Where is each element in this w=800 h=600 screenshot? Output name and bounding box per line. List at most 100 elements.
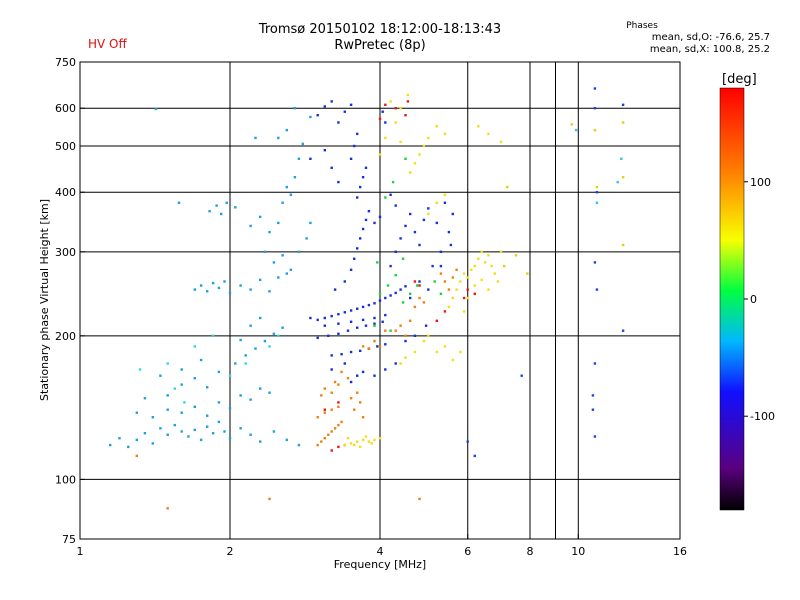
data-point (259, 278, 262, 282)
data-point (462, 272, 466, 275)
data-point (206, 386, 209, 389)
data-point (364, 218, 368, 222)
data-point (323, 149, 326, 152)
data-point (409, 292, 412, 295)
data-point (206, 414, 209, 417)
data-point (217, 370, 221, 374)
data-point (473, 292, 476, 295)
data-point (249, 433, 252, 436)
data-point (435, 125, 438, 128)
data-point (249, 288, 252, 291)
data-point (490, 264, 493, 268)
data-point (263, 339, 267, 343)
data-point (443, 280, 447, 283)
data-point (349, 309, 353, 312)
data-point (373, 374, 376, 377)
data-point (359, 445, 362, 449)
data-point (593, 261, 597, 264)
data-point (118, 437, 121, 440)
data-point (268, 497, 271, 501)
data-point (259, 215, 262, 219)
data-point (477, 257, 480, 260)
data-point (166, 408, 169, 411)
data-point (427, 212, 430, 216)
data-point (373, 324, 376, 327)
data-point (404, 339, 407, 343)
data-point (277, 136, 280, 140)
data-point (297, 443, 301, 447)
data-point (159, 374, 162, 377)
data-point (223, 430, 226, 433)
data-point (337, 332, 340, 335)
data-point (447, 230, 451, 234)
data-point (333, 427, 337, 430)
data-point (466, 288, 469, 291)
data-point (343, 280, 346, 283)
data-point (293, 176, 297, 179)
grid-lines (80, 62, 680, 539)
data-point (244, 362, 247, 365)
data-point (309, 115, 312, 119)
data-point (404, 285, 407, 288)
data-point (173, 387, 176, 390)
data-point (356, 196, 359, 199)
data-point (316, 318, 319, 322)
data-point (473, 454, 476, 458)
data-point (285, 272, 288, 275)
data-point (361, 227, 365, 231)
data-point (180, 368, 183, 371)
data-point (217, 401, 221, 404)
data-point (323, 437, 326, 440)
data-point (346, 437, 350, 440)
data-point (135, 411, 138, 414)
data-point (404, 334, 407, 337)
data-point (373, 221, 376, 225)
data-point (346, 329, 350, 332)
data-point (621, 103, 625, 106)
data-point (337, 322, 340, 325)
data-point (418, 296, 421, 300)
data-point (422, 218, 426, 222)
data-point (621, 329, 625, 332)
data-point (349, 268, 353, 271)
data-point (435, 201, 438, 204)
data-point (462, 310, 466, 313)
data-point (447, 288, 451, 291)
data-point (316, 416, 319, 419)
data-point (409, 296, 412, 300)
data-point (159, 427, 162, 430)
data-point (378, 215, 382, 219)
data-point (593, 362, 597, 365)
data-point (330, 354, 333, 357)
data-point (361, 176, 365, 179)
data-point (239, 338, 242, 342)
data-point (359, 185, 362, 189)
data-point (364, 435, 368, 438)
data-point (330, 368, 333, 371)
data-point (356, 391, 359, 394)
data-point (477, 125, 480, 128)
data-point (404, 224, 407, 228)
data-point (384, 313, 387, 317)
chart-title-line2: RwPretec (8p) (334, 38, 426, 53)
data-point (323, 387, 326, 390)
data-point (228, 437, 232, 440)
data-point (349, 397, 353, 400)
data-point (330, 449, 333, 452)
colorbar-tick-label: -100 (750, 410, 775, 423)
data-point (320, 394, 323, 397)
data-point (621, 243, 625, 247)
data-point (595, 185, 599, 189)
data-point (361, 305, 365, 309)
data-point (443, 193, 447, 196)
data-point (499, 140, 503, 144)
data-point (346, 377, 350, 380)
x-tick-label: 8 (527, 545, 534, 558)
data-point (337, 121, 340, 124)
phases-x-stats: mean, sd,X: 100.8, 25.2 (649, 44, 770, 55)
data-point (439, 264, 443, 268)
data-point (443, 345, 447, 348)
data-point (297, 250, 301, 253)
data-point (386, 284, 390, 287)
data-point (435, 221, 438, 225)
